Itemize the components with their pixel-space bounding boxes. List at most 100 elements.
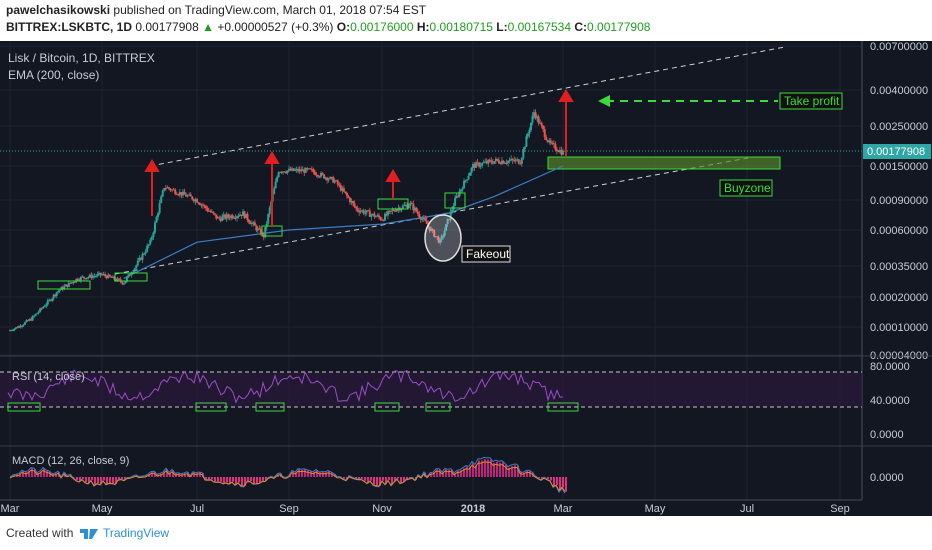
support-box-1 (37, 280, 91, 290)
candle-body (230, 215, 233, 219)
candle-body (122, 283, 125, 285)
candle-body (58, 289, 61, 291)
candle-body (364, 212, 367, 214)
macd-bar (244, 477, 246, 486)
macd-bar (46, 470, 48, 477)
candle-body (359, 211, 362, 213)
candle-body (129, 274, 132, 276)
chart-area[interactable]: Lisk / Bitcoin, 1D, BITTREX EMA (200, cl… (0, 41, 932, 516)
candle-body (430, 228, 433, 231)
macd-bar (391, 477, 393, 486)
candle-body (125, 277, 128, 282)
macd-bar (253, 477, 255, 484)
macd-bar (265, 477, 267, 481)
candle-body (200, 204, 203, 206)
macd-bar (439, 469, 441, 477)
macd-bar (82, 477, 84, 479)
candle-body (365, 210, 368, 213)
macd-bar (499, 462, 501, 477)
macd-tick-0: 0.0000 (870, 472, 904, 484)
macd-bar (556, 477, 558, 485)
candle-body (371, 213, 374, 215)
red-arrows (144, 89, 574, 226)
candle-body (288, 168, 290, 171)
candle-body (347, 195, 350, 198)
candle-body (224, 214, 227, 219)
candle-body (529, 122, 532, 131)
candle-body (525, 136, 528, 147)
macd-bar (502, 462, 504, 477)
candle-body (171, 189, 174, 191)
buyzone-box[interactable] (547, 156, 781, 170)
candle-body (231, 215, 234, 219)
y-tick-label: 0.00400000 (870, 85, 928, 97)
x-axis-ticks: Mar May Jul Sep Nov 2018 Mar May Jul Sep (1, 503, 850, 515)
macd-bar (121, 477, 123, 479)
candle-body (228, 217, 231, 219)
candle-body (482, 162, 485, 164)
candle-body (560, 149, 563, 155)
candle-body (73, 281, 76, 283)
macd-bar (37, 473, 39, 477)
macd-bar (475, 465, 477, 477)
macd-bar (472, 462, 474, 477)
candle-body (451, 209, 454, 212)
candle-body (440, 236, 443, 240)
channel-upper-line (149, 46, 786, 167)
macd-bar (385, 477, 387, 485)
published-text: published on TradingView.com, March 01, … (113, 3, 427, 17)
candle-body (33, 315, 36, 317)
candle-body (418, 213, 421, 218)
chart-svg[interactable]: Lisk / Bitcoin, 1D, BITTREX EMA (200, cl… (0, 41, 932, 516)
candle-body (36, 313, 39, 315)
header-publish-line: pawelchasikowski published on TradingVie… (6, 3, 426, 17)
macd-bar (529, 470, 531, 477)
candle-body (470, 167, 473, 173)
macd-bar (223, 477, 225, 484)
macd-bar (325, 472, 327, 477)
candle-body (201, 204, 204, 206)
rsi-line (7, 369, 564, 404)
y-tick-label: 0.00700000 (870, 41, 928, 53)
candle-body (382, 220, 385, 222)
macd-bar (211, 477, 213, 480)
candle-body (373, 213, 376, 217)
macd-bar (460, 470, 462, 477)
candle-body (215, 214, 218, 219)
tradingview-brand-link[interactable]: TradingView (103, 526, 170, 540)
candle-body (548, 140, 551, 143)
macd-bar (22, 470, 24, 477)
candle-body (27, 320, 30, 322)
candle-body (397, 207, 400, 210)
candle-body (256, 228, 259, 231)
macd-bar (256, 477, 258, 484)
candle-body (413, 207, 416, 211)
author-name[interactable]: pawelchasikowski (6, 3, 111, 17)
candle-body (368, 210, 371, 217)
macd-bar (193, 472, 195, 477)
candle-body (344, 191, 347, 194)
candle-body (203, 205, 206, 207)
candle-body (514, 159, 517, 162)
x-tick-label: Sep (830, 503, 850, 515)
candle-body (264, 226, 267, 238)
candle-body (436, 236, 439, 238)
macd-bar (289, 475, 291, 477)
macd-bar (523, 472, 525, 477)
candle-body (318, 176, 321, 178)
open-label: O: (336, 20, 351, 34)
candle-body (522, 148, 525, 158)
candle-body (385, 213, 388, 216)
rsi-box-5 (425, 402, 451, 412)
macd-bar (163, 472, 165, 477)
candle-body (157, 213, 160, 217)
open-value: 0.00176000 (350, 20, 414, 34)
macd-bar (547, 477, 549, 479)
tradingview-logo-icon[interactable] (78, 525, 100, 546)
candle-body (419, 217, 422, 220)
macd-bar (208, 477, 210, 480)
candle-body (283, 171, 286, 173)
symbol-label: BITTREX:LSKBTC, 1D (6, 20, 132, 34)
y-tick-label: 0.00060000 (870, 225, 928, 237)
candle-body (64, 284, 67, 287)
